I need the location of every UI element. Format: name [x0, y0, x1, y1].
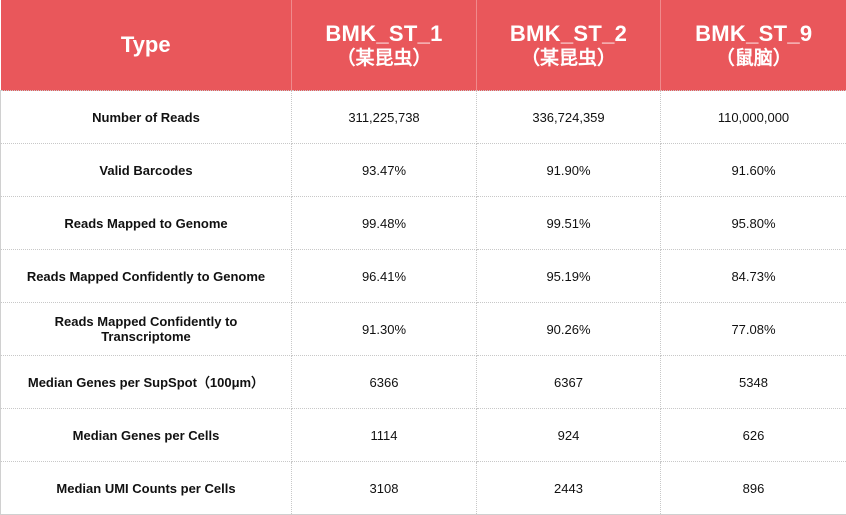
cell-value: 91.90% — [477, 144, 661, 197]
metric-label: Reads Mapped Confidently to Transcriptom… — [1, 303, 292, 356]
table-row: Median UMI Counts per Cells 3108 2443 89… — [1, 462, 846, 515]
cell-value: 95.80% — [661, 197, 846, 250]
sample-3-name: BMK_ST_9 — [667, 21, 841, 46]
table-row: Median Genes per Cells 1114 924 626 — [1, 409, 846, 462]
cell-value: 2443 — [477, 462, 661, 515]
table-row: Reads Mapped Confidently to Genome 96.41… — [1, 250, 846, 303]
metric-label: Number of Reads — [1, 91, 292, 144]
sample-2-name: BMK_ST_2 — [483, 21, 654, 46]
cell-value: 99.51% — [477, 197, 661, 250]
cell-value: 77.08% — [661, 303, 846, 356]
metric-label: Median Genes per SupSpot（100μm） — [1, 356, 292, 409]
table-row: Valid Barcodes 93.47% 91.90% 91.60% — [1, 144, 846, 197]
cell-value: 3108 — [292, 462, 477, 515]
cell-value: 90.26% — [477, 303, 661, 356]
metric-label: Reads Mapped Confidently to Genome — [1, 250, 292, 303]
cell-value: 6367 — [477, 356, 661, 409]
table-row: Reads Mapped to Genome 99.48% 99.51% 95.… — [1, 197, 846, 250]
sample-3-species: （鼠脑） — [667, 46, 841, 70]
cell-value: 896 — [661, 462, 846, 515]
header-sample-1: BMK_ST_1 （某昆虫） — [292, 0, 477, 91]
header-row: Type BMK_ST_1 （某昆虫） BMK_ST_2 （某昆虫） BMK_S… — [1, 0, 846, 91]
cell-value: 336,724,359 — [477, 91, 661, 144]
cell-value: 84.73% — [661, 250, 846, 303]
cell-value: 110,000,000 — [661, 91, 846, 144]
metric-label: Valid Barcodes — [1, 144, 292, 197]
cell-value: 924 — [477, 409, 661, 462]
sample-1-species: （某昆虫） — [298, 46, 470, 70]
cell-value: 95.19% — [477, 250, 661, 303]
cell-value: 99.48% — [292, 197, 477, 250]
cell-value: 6366 — [292, 356, 477, 409]
table-header: Type BMK_ST_1 （某昆虫） BMK_ST_2 （某昆虫） BMK_S… — [1, 0, 846, 91]
cell-value: 311,225,738 — [292, 91, 477, 144]
metric-label: Median UMI Counts per Cells — [1, 462, 292, 515]
header-sample-3: BMK_ST_9 （鼠脑） — [661, 0, 846, 91]
cell-value: 91.60% — [661, 144, 846, 197]
header-sample-2: BMK_ST_2 （某昆虫） — [477, 0, 661, 91]
metric-label: Median Genes per Cells — [1, 409, 292, 462]
table-body: Number of Reads 311,225,738 336,724,359 … — [1, 91, 846, 515]
table-row: Reads Mapped Confidently to Transcriptom… — [1, 303, 846, 356]
cell-value: 1114 — [292, 409, 477, 462]
sample-1-name: BMK_ST_1 — [298, 21, 470, 46]
cell-value: 93.47% — [292, 144, 477, 197]
cell-value: 5348 — [661, 356, 846, 409]
cell-value: 91.30% — [292, 303, 477, 356]
sample-2-species: （某昆虫） — [483, 46, 654, 70]
metric-label: Reads Mapped to Genome — [1, 197, 292, 250]
cell-value: 96.41% — [292, 250, 477, 303]
table-row: Median Genes per SupSpot（100μm） 6366 636… — [1, 356, 846, 409]
header-type: Type — [1, 0, 292, 91]
table-row: Number of Reads 311,225,738 336,724,359 … — [1, 91, 846, 144]
cell-value: 626 — [661, 409, 846, 462]
